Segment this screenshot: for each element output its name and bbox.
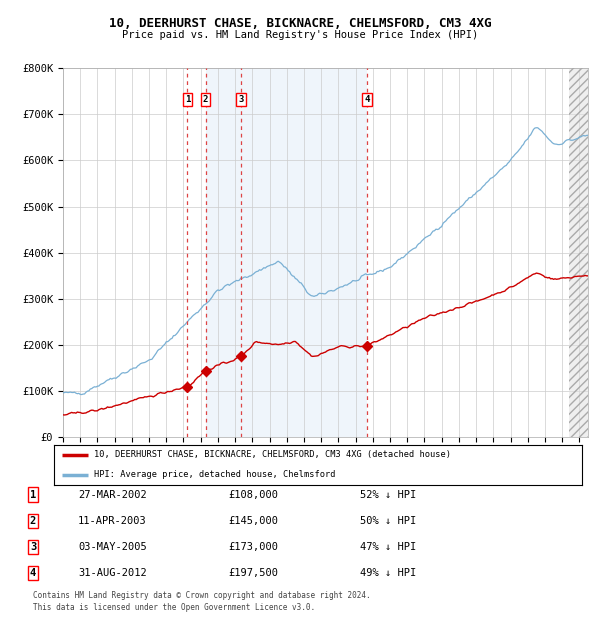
Text: £108,000: £108,000 xyxy=(228,490,278,500)
Bar xyxy=(569,68,588,437)
Bar xyxy=(206,68,367,437)
Bar xyxy=(569,68,588,437)
Text: 1: 1 xyxy=(30,490,36,500)
Text: 2: 2 xyxy=(203,95,208,104)
Text: Contains HM Land Registry data © Crown copyright and database right 2024.: Contains HM Land Registry data © Crown c… xyxy=(33,590,371,600)
Text: 4: 4 xyxy=(30,568,36,578)
Text: 47% ↓ HPI: 47% ↓ HPI xyxy=(360,542,416,552)
Text: 10, DEERHURST CHASE, BICKNACRE, CHELMSFORD, CM3 4XG (detached house): 10, DEERHURST CHASE, BICKNACRE, CHELMSFO… xyxy=(94,450,451,459)
Text: 50% ↓ HPI: 50% ↓ HPI xyxy=(360,516,416,526)
Text: 52% ↓ HPI: 52% ↓ HPI xyxy=(360,490,416,500)
Text: This data is licensed under the Open Government Licence v3.0.: This data is licensed under the Open Gov… xyxy=(33,603,315,612)
Text: 3: 3 xyxy=(30,542,36,552)
Text: 10, DEERHURST CHASE, BICKNACRE, CHELMSFORD, CM3 4XG: 10, DEERHURST CHASE, BICKNACRE, CHELMSFO… xyxy=(109,17,491,30)
Text: 3: 3 xyxy=(238,95,244,104)
Text: 03-MAY-2005: 03-MAY-2005 xyxy=(78,542,147,552)
Text: Price paid vs. HM Land Registry's House Price Index (HPI): Price paid vs. HM Land Registry's House … xyxy=(122,30,478,40)
Text: 1: 1 xyxy=(185,95,190,104)
Text: 27-MAR-2002: 27-MAR-2002 xyxy=(78,490,147,500)
Text: £197,500: £197,500 xyxy=(228,568,278,578)
Text: HPI: Average price, detached house, Chelmsford: HPI: Average price, detached house, Chel… xyxy=(94,470,335,479)
Text: 49% ↓ HPI: 49% ↓ HPI xyxy=(360,568,416,578)
Text: £173,000: £173,000 xyxy=(228,542,278,552)
Text: 31-AUG-2012: 31-AUG-2012 xyxy=(78,568,147,578)
Text: 2: 2 xyxy=(30,516,36,526)
Text: 11-APR-2003: 11-APR-2003 xyxy=(78,516,147,526)
Text: 4: 4 xyxy=(364,95,370,104)
Text: £145,000: £145,000 xyxy=(228,516,278,526)
